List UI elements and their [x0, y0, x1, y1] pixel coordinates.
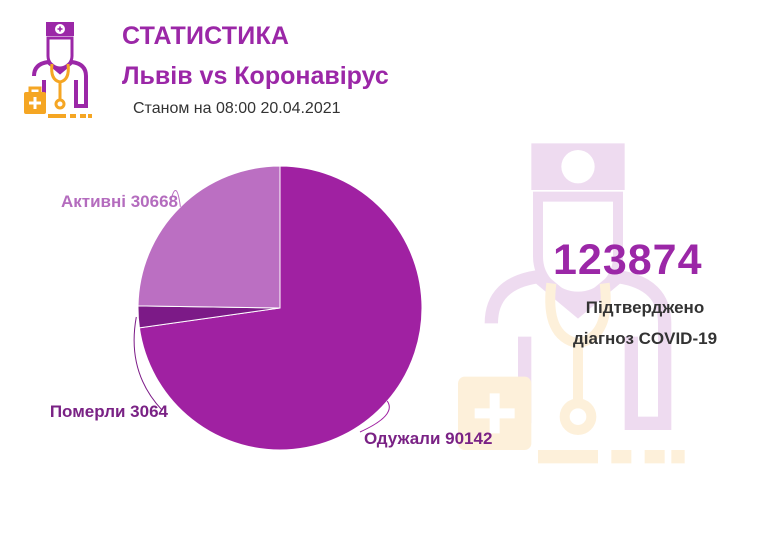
confirmed-label: Підтверджено [585, 298, 705, 317]
pie-slice-active [137, 165, 281, 309]
leader-line-active [169, 190, 181, 207]
slice-label-active: Активні 30668 [61, 192, 178, 211]
leader-line-recovered [359, 400, 390, 433]
doctor-icon [24, 22, 92, 118]
leader-line-deaths [133, 316, 163, 411]
page-subtitle: Львів vs Коронавірус [122, 62, 389, 90]
page-title: СТАТИСТИКА [122, 22, 290, 50]
slice-label-recovered: Одужали 90142 [364, 429, 492, 448]
slice-label-deaths: Померли 3064 [50, 402, 169, 421]
diagnosis-label: діагноз COVID-19 [572, 329, 718, 348]
doctor-icon [458, 143, 685, 464]
update-timestamp: Станом на 08:00 20.04.2021 [133, 100, 341, 117]
total-confirmed-value: 123874 [553, 236, 703, 284]
pie-chart: Активні 30668 Померли 3064 Одужали 90142 [50, 165, 492, 451]
